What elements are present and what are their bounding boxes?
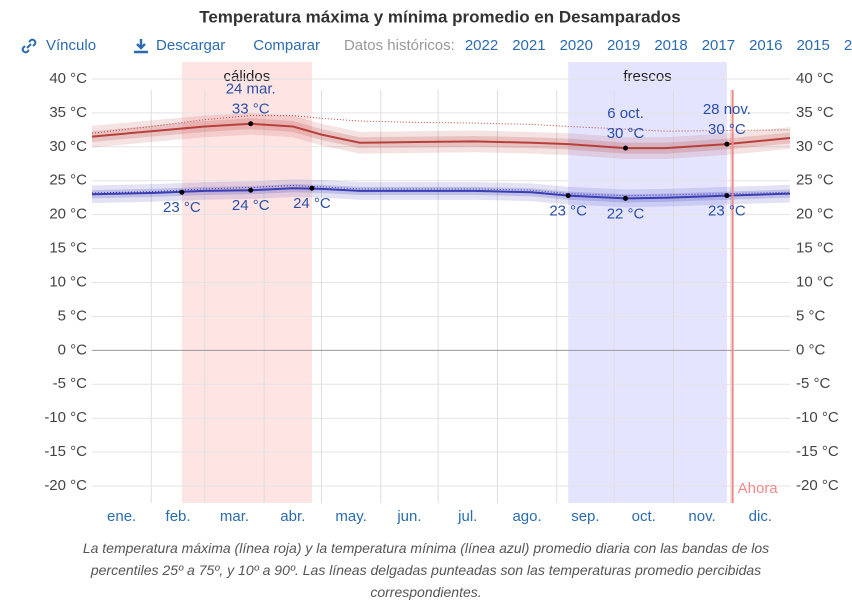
season-label: cálidos [224, 68, 271, 85]
series-line [91, 122, 791, 150]
annotation-date: 6 oct. [607, 105, 644, 122]
y2-tick-label: -5 °C [796, 375, 831, 392]
y2-tick-label: 0 °C [796, 341, 826, 358]
link-button[interactable]: Vínculo [46, 37, 97, 54]
download-button[interactable]: Descargar [156, 37, 226, 54]
annotation-point [565, 193, 571, 199]
x-tick-label: dic. [749, 508, 772, 525]
y-tick-label: 15 °C [49, 240, 87, 257]
y2-tick-label: 20 °C [796, 206, 834, 223]
y2-tick-label: 30 °C [796, 138, 834, 155]
annotation-label: 24 °C [232, 197, 270, 214]
x-tick-label: feb. [166, 508, 191, 525]
y-tick-label: 5 °C [58, 307, 88, 324]
annotation-label: 23 °C [549, 203, 587, 220]
percentile-band [92, 118, 790, 154]
annotation-point [248, 121, 254, 127]
annotation-point [309, 185, 315, 191]
y2-tick-label: 5 °C [796, 307, 826, 324]
year-link[interactable]: 2021 [512, 37, 546, 54]
annotation-point [623, 145, 629, 151]
x-tick-label: ago. [512, 508, 541, 525]
y2-tick-label: -20 °C [796, 477, 839, 494]
season-label: frescos [623, 68, 671, 85]
year-link[interactable]: 2019 [606, 37, 641, 54]
y-tick-label: -10 °C [44, 409, 87, 426]
chart: Temperatura máxima y mínima promedio en … [44, 7, 839, 525]
annotation-date: 24 mar. [226, 81, 276, 98]
link-icon [21, 38, 37, 54]
years: 2022 2021 2020 2019 2018 2017 2016 2015 20 [465, 37, 852, 55]
year-link[interactable]: 2018 [654, 37, 688, 54]
y2-tick-label: -10 °C [796, 409, 839, 426]
perceived-line [91, 115, 791, 134]
y-tick-label: -20 °C [44, 477, 87, 494]
compare-button[interactable]: Comparar [253, 37, 320, 54]
y2-tick-label: 40 °C [796, 70, 834, 87]
x-tick-label: oct. [632, 508, 656, 525]
y2-tick-label: 25 °C [796, 172, 834, 189]
annotation-label: 33 °C [232, 101, 270, 118]
annotation-point [724, 141, 730, 147]
annotation-point [724, 193, 730, 199]
y-tick-label: 25 °C [49, 172, 87, 189]
annotation-point [179, 189, 185, 195]
annotation-point [623, 195, 629, 201]
y-tick-label: -5 °C [53, 375, 88, 392]
toolbar: Vínculo Descargar Comparar Datos históri… [20, 37, 852, 55]
x-tick-label: nov. [688, 508, 715, 525]
x-tick-label: may. [335, 508, 366, 525]
series-line [91, 187, 791, 200]
annotation-label: 22 °C [607, 205, 645, 222]
x-tick-label: jun. [396, 508, 421, 525]
chart-title: Temperatura máxima y mínima promedio en … [199, 7, 681, 26]
year-link[interactable]: 20 [843, 37, 852, 54]
x-tick-label: sep. [571, 508, 599, 525]
annotation-point [248, 187, 254, 193]
y2-tick-label: 35 °C [796, 104, 834, 121]
y-tick-label: -15 °C [44, 443, 87, 460]
y-tick-label: 20 °C [49, 206, 87, 223]
year-link[interactable]: 2017 [701, 37, 736, 54]
annotation-label: 23 °C [163, 199, 201, 216]
download-icon [134, 39, 149, 54]
y-tick-label: 30 °C [49, 138, 87, 155]
x-tick-label: jul. [457, 508, 477, 525]
y2-tick-label: 10 °C [796, 273, 834, 290]
year-link[interactable]: 2016 [749, 37, 783, 54]
history-label: Datos históricos: [343, 37, 455, 54]
x-tick-label: ene. [107, 508, 136, 525]
annotation-label: 23 °C [708, 203, 746, 220]
year-link[interactable]: 2022 [464, 37, 499, 54]
annotation-label: 24 °C [293, 195, 331, 212]
y-tick-label: 35 °C [49, 104, 87, 121]
year-link[interactable]: 2020 [559, 37, 593, 54]
year-link[interactable]: 2015 [796, 37, 830, 54]
x-tick-label: abr. [280, 508, 305, 525]
caption: La temperatura máxima (línea roja) y la … [82, 540, 770, 600]
x-tick-label: mar. [220, 508, 249, 525]
y-tick-label: 40 °C [49, 70, 87, 87]
annotation-label: 30 °C [607, 125, 645, 142]
annotation-label: 30 °C [708, 121, 746, 138]
y-tick-label: 0 °C [58, 341, 88, 358]
y2-tick-label: -15 °C [796, 443, 839, 460]
y2-tick-label: 15 °C [796, 240, 834, 257]
annotation-date: 28 nov. [703, 101, 751, 118]
now-label: Ahora [738, 480, 779, 497]
y-tick-label: 10 °C [49, 273, 87, 290]
